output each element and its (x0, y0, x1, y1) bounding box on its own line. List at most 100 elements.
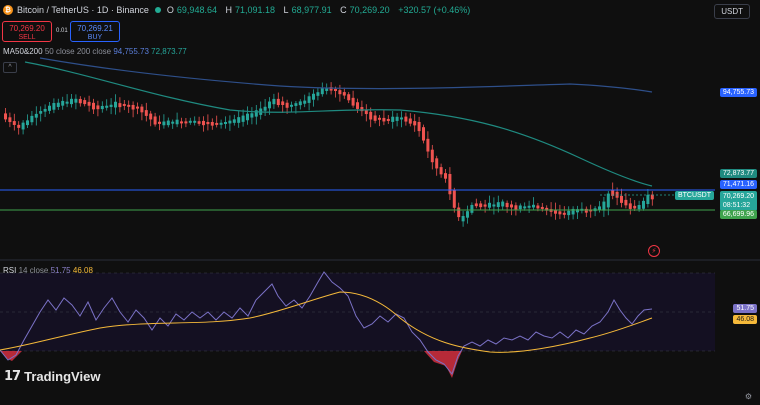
candle-body (56, 102, 60, 107)
candle-body (87, 101, 91, 106)
candle-body (224, 122, 227, 124)
candle-body (48, 105, 51, 111)
candle-body (188, 120, 192, 123)
candle-body (606, 193, 610, 208)
candle-body (285, 102, 289, 108)
ohlc-change: +320.57 (+0.46%) (398, 5, 471, 15)
gear-icon[interactable]: ⚙ (744, 392, 752, 401)
ohlc-low: 68,977.91 (291, 5, 332, 15)
candle-body (215, 122, 219, 125)
candle-body (206, 122, 210, 125)
candle-body (562, 212, 566, 215)
ma50-price-label: 72,873.77 (719, 169, 757, 178)
candle-body (474, 203, 478, 207)
ohlc-high-key: H (225, 5, 232, 15)
candle-body (4, 113, 7, 120)
candle-body (347, 94, 351, 101)
ma-label: MA50&200 (3, 47, 43, 56)
bitcoin-icon: ₿ (3, 5, 13, 15)
candle-body (338, 90, 342, 95)
candle-body (439, 167, 443, 175)
symbol-title[interactable]: Bitcoin / TetherUS · 1D · Binance (17, 5, 149, 15)
green-line-price-label: 66,699.96 (719, 210, 757, 219)
rsi-params: 14 close (18, 266, 49, 275)
candle-body (598, 206, 601, 211)
candle-body (417, 121, 421, 132)
candle-body (34, 113, 38, 118)
candle-body (426, 138, 430, 152)
candle-body (391, 116, 395, 122)
candle-body (272, 98, 276, 105)
candle-body (422, 127, 425, 141)
candle-body (646, 194, 650, 205)
candle-body (611, 190, 615, 196)
candle-body (43, 108, 47, 112)
countdown: 08:51:32 (722, 202, 751, 209)
candle-body (334, 89, 337, 91)
candle-body (193, 120, 197, 123)
candle-body (571, 208, 575, 215)
rsi-price-label: 51.75 (733, 304, 757, 313)
candles-layer (4, 82, 654, 227)
candle-body (395, 116, 399, 121)
chart-header: ₿ Bitcoin / TetherUS · 1D · Binance O 69,… (3, 5, 473, 15)
candle-body (127, 104, 131, 107)
candle-body (488, 202, 491, 208)
ohlc-low-key: L (283, 5, 289, 15)
ticker-label: BTCUSDT (674, 191, 714, 200)
candle-body (30, 115, 34, 123)
candle-body (312, 93, 315, 100)
candle-body (21, 122, 25, 130)
candle-body (518, 205, 522, 210)
candle-body (307, 96, 311, 103)
candle-body (237, 117, 241, 123)
sell-button[interactable]: 70,269.20 SELL (2, 21, 52, 42)
blue-line-price-label: 71,471.16 (719, 180, 757, 189)
candle-body (263, 106, 267, 111)
candle-body (281, 101, 285, 106)
candle-body (12, 121, 16, 125)
candle-body (527, 205, 531, 208)
candle-body (180, 121, 183, 124)
candle-body (540, 206, 544, 209)
candle-body (241, 115, 245, 122)
candle-body (602, 201, 606, 211)
candle-body (197, 121, 201, 124)
current-price-label: 70,269.20 08:51:32 (719, 191, 757, 211)
candle-body (457, 207, 461, 218)
ohlc-high: 71,091.18 (234, 5, 276, 15)
tradingview-logo-icon: 17 (4, 369, 21, 384)
candle-body (386, 118, 390, 121)
rsi-legend[interactable]: RSI 14 close 51.75 46.08 (3, 266, 93, 275)
candle-body (162, 121, 166, 126)
currency-selector[interactable]: USDT (714, 4, 750, 19)
ohlc-values: O 69,948.64 H 71,091.18 L 68,977.91 C 70,269… (167, 5, 473, 15)
lightning-icon[interactable]: ⚡ (648, 245, 660, 257)
candle-body (576, 209, 579, 213)
buy-button[interactable]: 70,269.21 BUY (70, 21, 120, 42)
sell-price: 70,269.20 (9, 24, 45, 33)
candle-body (369, 111, 373, 120)
candle-body (250, 113, 254, 118)
tradingview-logo[interactable]: 17 TradingView (4, 369, 100, 384)
candle-body (404, 116, 408, 122)
candle-body (435, 158, 439, 169)
candle-body (100, 105, 104, 110)
candle-body (342, 92, 346, 96)
candle-body (378, 117, 381, 120)
ma200-line (39, 57, 653, 93)
collapse-icon[interactable]: ^ (3, 62, 17, 73)
ma-legend[interactable]: MA50&200 50 close 200 close 94,755.73 72… (3, 47, 187, 56)
candle-body (351, 97, 355, 106)
candle-body (114, 101, 117, 108)
candle-body (166, 120, 170, 126)
market-status-icon (154, 7, 161, 13)
candle-body (413, 121, 417, 126)
spread-value: 0.01 (56, 28, 68, 34)
candle-body (510, 204, 513, 208)
candle-body (479, 203, 483, 208)
ma50-value: 72,873.77 (151, 47, 187, 56)
candle-body (171, 121, 175, 124)
ohlc-open: 69,948.64 (176, 5, 217, 15)
